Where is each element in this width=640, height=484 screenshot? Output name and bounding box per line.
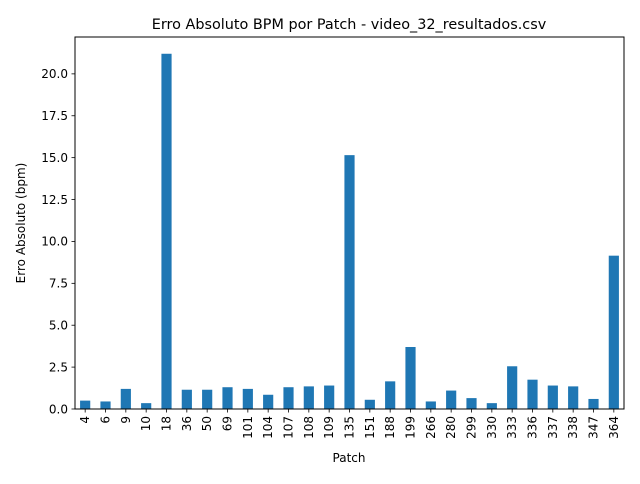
bar-patch-337 [547,385,558,409]
chart-title: Erro Absoluto BPM por Patch - video_32_r… [152,17,547,33]
x-tick-label: 364 [607,416,621,439]
bar-patch-50 [202,389,213,409]
x-tick-label: 6 [99,416,113,424]
x-tick-label: 108 [302,416,316,439]
bar-patch-36 [181,389,192,409]
y-tick-label: 10.0 [41,235,68,249]
x-tick-label: 36 [180,416,194,431]
bar-patch-280 [446,390,457,409]
x-tick-label: 336 [526,416,540,439]
x-tick-label: 337 [546,416,560,439]
bar-patch-135 [344,155,355,409]
x-tick-label: 101 [241,416,255,439]
x-tick-label: 135 [343,416,357,439]
x-tick-label: 333 [505,416,519,439]
bar-patch-104 [263,394,274,409]
bar-patch-336 [527,379,538,409]
bar-patch-101 [242,388,253,409]
x-tick-label: 9 [119,416,133,424]
x-tick-label: 4 [78,416,92,424]
bar-patch-333 [507,366,518,409]
bars-group [80,53,619,409]
x-axis-label: Patch [333,451,366,465]
x-axis: 4 6 9 10 18 36 50 69 101 104 107 108 109 135 151 188 199… [78,409,621,439]
bar-patch-266 [425,401,436,409]
y-tick-label: 20.0 [41,67,68,81]
bar-patch-109 [324,385,335,409]
x-tick-label: 69 [221,416,235,431]
y-tick-label: 12.5 [41,193,68,207]
x-tick-label: 338 [566,416,580,439]
x-tick-label: 50 [200,416,214,431]
bar-patch-188 [385,381,396,409]
bar-patch-9 [120,388,131,409]
bar-patch-107 [283,387,294,409]
x-tick-label: 188 [383,416,397,439]
y-tick-label: 7.5 [49,277,68,291]
y-tick-label: 17.5 [41,109,68,123]
y-tick-label: 15.0 [41,151,68,165]
bar-patch-108 [303,386,314,409]
x-tick-label: 18 [160,416,174,431]
x-tick-label: 299 [465,416,479,439]
x-tick-label: 330 [485,416,499,439]
bar-patch-4 [80,400,91,409]
y-tick-label: 5.0 [49,319,68,333]
x-tick-label: 104 [261,416,275,439]
bar-patch-199 [405,347,416,409]
y-tick-label: 0.0 [49,402,68,416]
bar-patch-151 [364,399,375,409]
y-tick-label: 2.5 [49,360,68,374]
x-tick-label: 280 [444,416,458,439]
x-tick-label: 151 [363,416,377,439]
bar-patch-347 [588,398,599,409]
x-tick-label: 347 [587,416,601,439]
x-tick-label: 10 [139,416,153,431]
x-tick-label: 199 [404,416,418,439]
y-axis: 0.0 2.5 5.0 7.5 10.0 12.5 15.0 17.5 20.0 [41,67,75,416]
bar-patch-69 [222,387,233,409]
bar-patch-299 [466,398,477,409]
plot-frame [74,36,625,410]
bar-patch-6 [100,401,111,409]
bar-patch-330 [486,403,497,409]
x-tick-label: 107 [282,416,296,439]
x-tick-label: 266 [424,416,438,439]
bar-patch-338 [568,386,579,409]
x-tick-label: 109 [322,416,336,439]
bar-patch-10 [141,403,152,409]
y-axis-label: Erro Absoluto (bpm) [14,163,28,284]
bar-patch-18 [161,53,172,409]
bar-patch-364 [608,255,619,409]
